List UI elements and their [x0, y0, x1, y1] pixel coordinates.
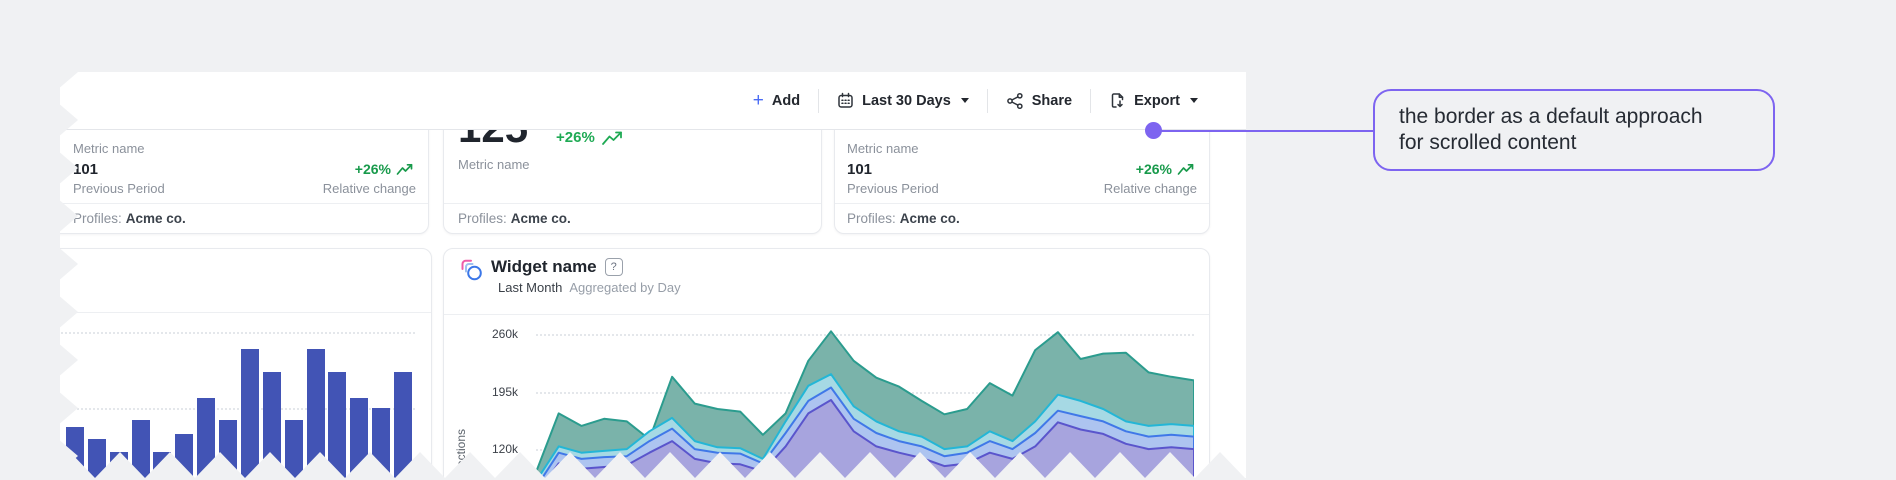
date-range-button[interactable]: Last 30 Days [837, 92, 969, 109]
card-divider [444, 314, 1209, 315]
profiles-label: Profiles: [847, 211, 896, 226]
card-divider [60, 312, 431, 313]
trending-up-icon [1177, 163, 1197, 176]
bar [66, 427, 84, 480]
profiles-row: Profiles: Acme co. [847, 211, 960, 226]
metric-change: +26% [355, 161, 416, 177]
metric-change-value: +26% [556, 130, 595, 146]
area-chart [536, 330, 1194, 480]
bar [153, 452, 171, 480]
chevron-down-icon [960, 98, 969, 103]
y-axis-label: Interactions [454, 428, 468, 480]
profiles-row: Profiles: Acme co. [73, 211, 186, 226]
metric-big-value: 125 [458, 130, 528, 149]
bar [197, 398, 215, 480]
widget-aggregation: Aggregated by Day [569, 280, 681, 295]
date-range-label: Last 30 Days [862, 92, 951, 109]
profiles-label: Profiles: [458, 211, 507, 226]
bar [263, 372, 281, 480]
annotation-anchor-dot[interactable] [1145, 122, 1162, 139]
profiles-label: Profiles: [73, 211, 122, 226]
bar [175, 434, 193, 480]
bar [241, 349, 259, 480]
bar [394, 372, 412, 480]
bar [307, 349, 325, 480]
widget-icon [458, 256, 485, 283]
export-icon [1109, 92, 1126, 109]
y-tick-260k: 260k [491, 327, 518, 341]
widget-card: Widget name ? Last Month Aggregated by Da… [443, 248, 1210, 480]
plus-icon: + [752, 90, 764, 111]
metric-card-1: Metric name 101 +26% Previous Period Rel… [60, 130, 429, 234]
metric-card-3: Metric name 101 +26% Previous Period Rel… [834, 130, 1210, 234]
bar [110, 452, 128, 480]
dashboard-content: Metric name 101 +26% Previous Period Rel… [60, 130, 1246, 480]
card-divider [444, 203, 821, 204]
bar [328, 372, 346, 480]
dashboard-toolbar: + Add Last 30 Days [60, 72, 1246, 130]
y-tick-195k: 195k [491, 385, 518, 399]
gridline [60, 408, 415, 410]
metric-value: 101 [73, 161, 99, 178]
metric-change: +26% [556, 130, 627, 146]
gridline [60, 332, 415, 334]
bar-chart-card [60, 248, 432, 480]
metric-change: +26% [1136, 161, 1197, 177]
trending-up-icon [396, 163, 416, 176]
widget-title: Widget name [491, 257, 597, 276]
metric-change-value: +26% [354, 161, 391, 177]
annotation-text-line1: the border as a default approach [1399, 105, 1703, 128]
chevron-down-icon [1190, 98, 1198, 103]
profiles-value: Acme co. [899, 211, 960, 226]
toolbar-divider [1090, 88, 1092, 113]
widget-period: Last Month [498, 280, 563, 295]
app-panel: + Add Last 30 Days [60, 72, 1246, 480]
toolbar-divider [818, 88, 820, 113]
metric-value: 101 [847, 161, 873, 178]
profiles-value: Acme co. [125, 211, 186, 226]
card-divider [60, 203, 428, 204]
metric-label: Metric name [847, 141, 919, 156]
metric-label: Metric name [458, 157, 530, 172]
gridline [536, 334, 1194, 336]
widget-subtitle: Last Month Aggregated by Day [491, 280, 681, 295]
bar [88, 439, 106, 480]
card-divider [835, 203, 1209, 204]
annotation-connector-line [1154, 130, 1373, 132]
trending-up-icon [601, 130, 627, 146]
add-button-label: Add [771, 92, 801, 109]
widget-title-row: Widget name ? [491, 257, 623, 277]
bar [350, 398, 368, 480]
metric-caption-right: Relative change [1103, 181, 1197, 196]
help-icon[interactable]: ? [604, 258, 623, 276]
metric-caption-right: Relative change [322, 181, 416, 196]
metric-card-2: 125 +26% Metric name Profiles:Acme co. [443, 130, 822, 234]
annotation-callout[interactable]: the border as a default approach for scr… [1373, 89, 1775, 171]
share-icon [1006, 92, 1024, 110]
metric-change-value: +26% [1135, 161, 1172, 177]
bar [285, 420, 303, 480]
toolbar-divider [986, 88, 988, 113]
profiles-value: Acme co. [510, 211, 571, 226]
bar [132, 420, 150, 480]
y-tick-120k: 120k [491, 442, 518, 456]
calendar-icon [837, 92, 854, 109]
bar [372, 408, 390, 480]
annotation-text-line2: for scrolled content [1399, 131, 1577, 154]
metric-caption-left: Previous Period [847, 181, 939, 196]
metric-caption-left: Previous Period [73, 181, 165, 196]
metric-label: Metric name [73, 141, 145, 156]
add-button[interactable]: + Add [753, 91, 800, 110]
share-button[interactable]: Share [1006, 92, 1072, 110]
bar [219, 420, 237, 480]
profiles-row: Profiles: Acme co. [458, 211, 571, 226]
export-button-label: Export [1134, 92, 1180, 109]
share-button-label: Share [1031, 92, 1073, 109]
export-button[interactable]: Export [1109, 92, 1198, 109]
